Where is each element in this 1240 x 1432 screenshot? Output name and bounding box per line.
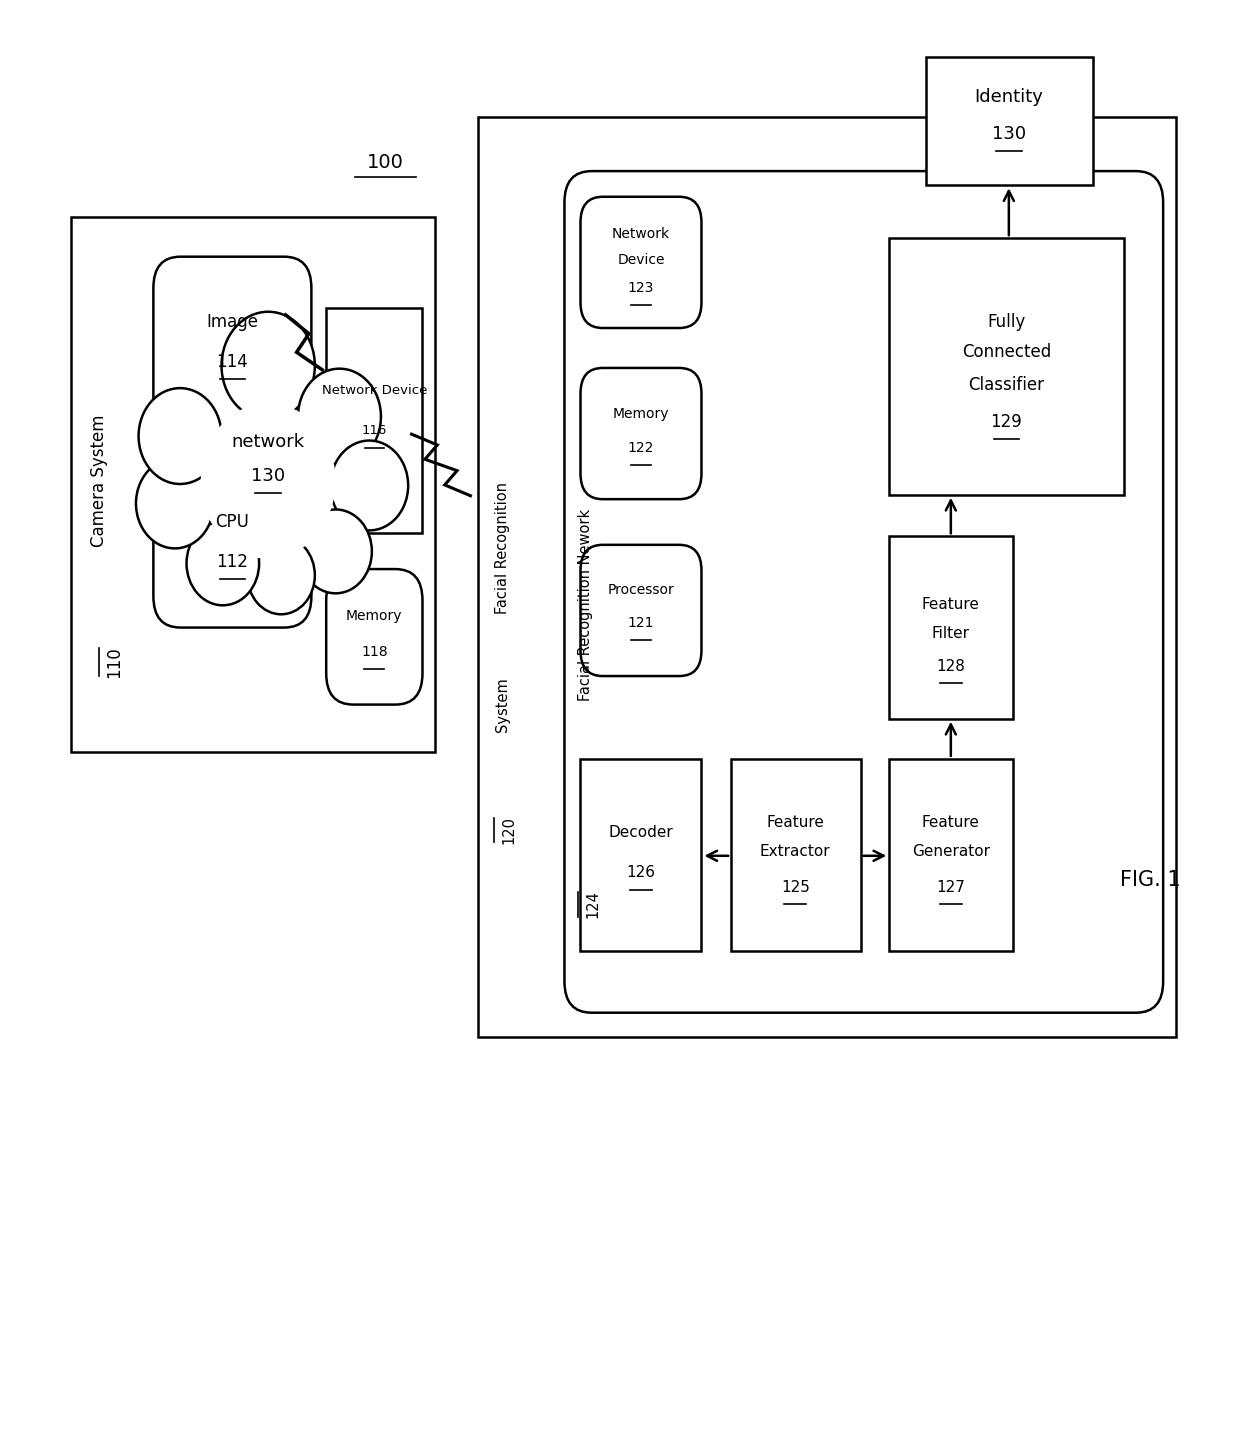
Circle shape: [299, 510, 372, 593]
Text: 129: 129: [991, 414, 1022, 431]
FancyBboxPatch shape: [580, 544, 702, 676]
Circle shape: [136, 458, 213, 548]
Text: Classifier: Classifier: [968, 377, 1044, 394]
FancyBboxPatch shape: [154, 457, 311, 627]
FancyBboxPatch shape: [564, 170, 1163, 1012]
Text: 114: 114: [217, 354, 248, 371]
Text: 121: 121: [627, 616, 655, 630]
FancyBboxPatch shape: [580, 759, 702, 951]
Text: Filter: Filter: [931, 626, 970, 640]
Text: 126: 126: [626, 865, 656, 881]
Text: Network: Network: [611, 226, 670, 241]
Text: Camera System: Camera System: [91, 414, 108, 547]
FancyBboxPatch shape: [889, 238, 1123, 495]
Text: Image: Image: [206, 314, 258, 331]
Text: 130: 130: [252, 467, 285, 485]
FancyBboxPatch shape: [479, 117, 1176, 1037]
Text: 130: 130: [992, 125, 1025, 143]
Text: Feature: Feature: [921, 815, 980, 831]
FancyBboxPatch shape: [732, 759, 861, 951]
Text: Extractor: Extractor: [760, 843, 831, 859]
Circle shape: [298, 368, 381, 464]
FancyBboxPatch shape: [926, 57, 1092, 185]
Text: Device: Device: [618, 252, 665, 266]
FancyBboxPatch shape: [154, 256, 311, 428]
Text: 125: 125: [781, 879, 810, 895]
Text: Memory: Memory: [613, 407, 670, 421]
Text: FIG. 1: FIG. 1: [1121, 871, 1182, 891]
Text: Generator: Generator: [911, 843, 990, 859]
Text: network: network: [232, 432, 305, 451]
Circle shape: [222, 312, 315, 420]
Text: 112: 112: [217, 553, 248, 571]
Circle shape: [330, 441, 408, 530]
FancyBboxPatch shape: [889, 759, 1013, 951]
Text: 100: 100: [367, 153, 404, 172]
Text: Network Device: Network Device: [321, 384, 427, 397]
Text: 110: 110: [105, 646, 123, 677]
Text: 120: 120: [501, 816, 516, 843]
Text: Decoder: Decoder: [609, 825, 673, 841]
Text: Processor: Processor: [608, 583, 675, 597]
FancyBboxPatch shape: [580, 368, 702, 500]
Text: 118: 118: [361, 644, 388, 659]
Text: Feature: Feature: [766, 815, 825, 831]
FancyBboxPatch shape: [326, 569, 423, 705]
Text: Identity: Identity: [975, 87, 1043, 106]
Text: Connected: Connected: [962, 344, 1052, 361]
FancyBboxPatch shape: [71, 216, 435, 752]
Text: Facial Recognition Nework: Facial Recognition Nework: [578, 508, 593, 700]
Text: CPU: CPU: [216, 513, 249, 531]
Circle shape: [186, 521, 259, 606]
Text: 116: 116: [362, 424, 387, 437]
Text: 128: 128: [936, 659, 965, 673]
Circle shape: [139, 388, 222, 484]
FancyBboxPatch shape: [580, 196, 702, 328]
Circle shape: [193, 394, 343, 569]
Text: System: System: [495, 677, 510, 732]
Text: Feature: Feature: [921, 597, 980, 613]
FancyBboxPatch shape: [889, 536, 1013, 719]
Circle shape: [201, 404, 336, 558]
Text: Memory: Memory: [346, 609, 403, 623]
Text: Facial Recognition: Facial Recognition: [495, 481, 510, 614]
Circle shape: [248, 537, 315, 614]
Text: 124: 124: [585, 891, 600, 918]
Text: 127: 127: [936, 879, 965, 895]
Text: Fully: Fully: [987, 314, 1025, 331]
Text: 123: 123: [627, 281, 655, 295]
Text: 122: 122: [627, 441, 655, 455]
FancyBboxPatch shape: [326, 308, 423, 533]
